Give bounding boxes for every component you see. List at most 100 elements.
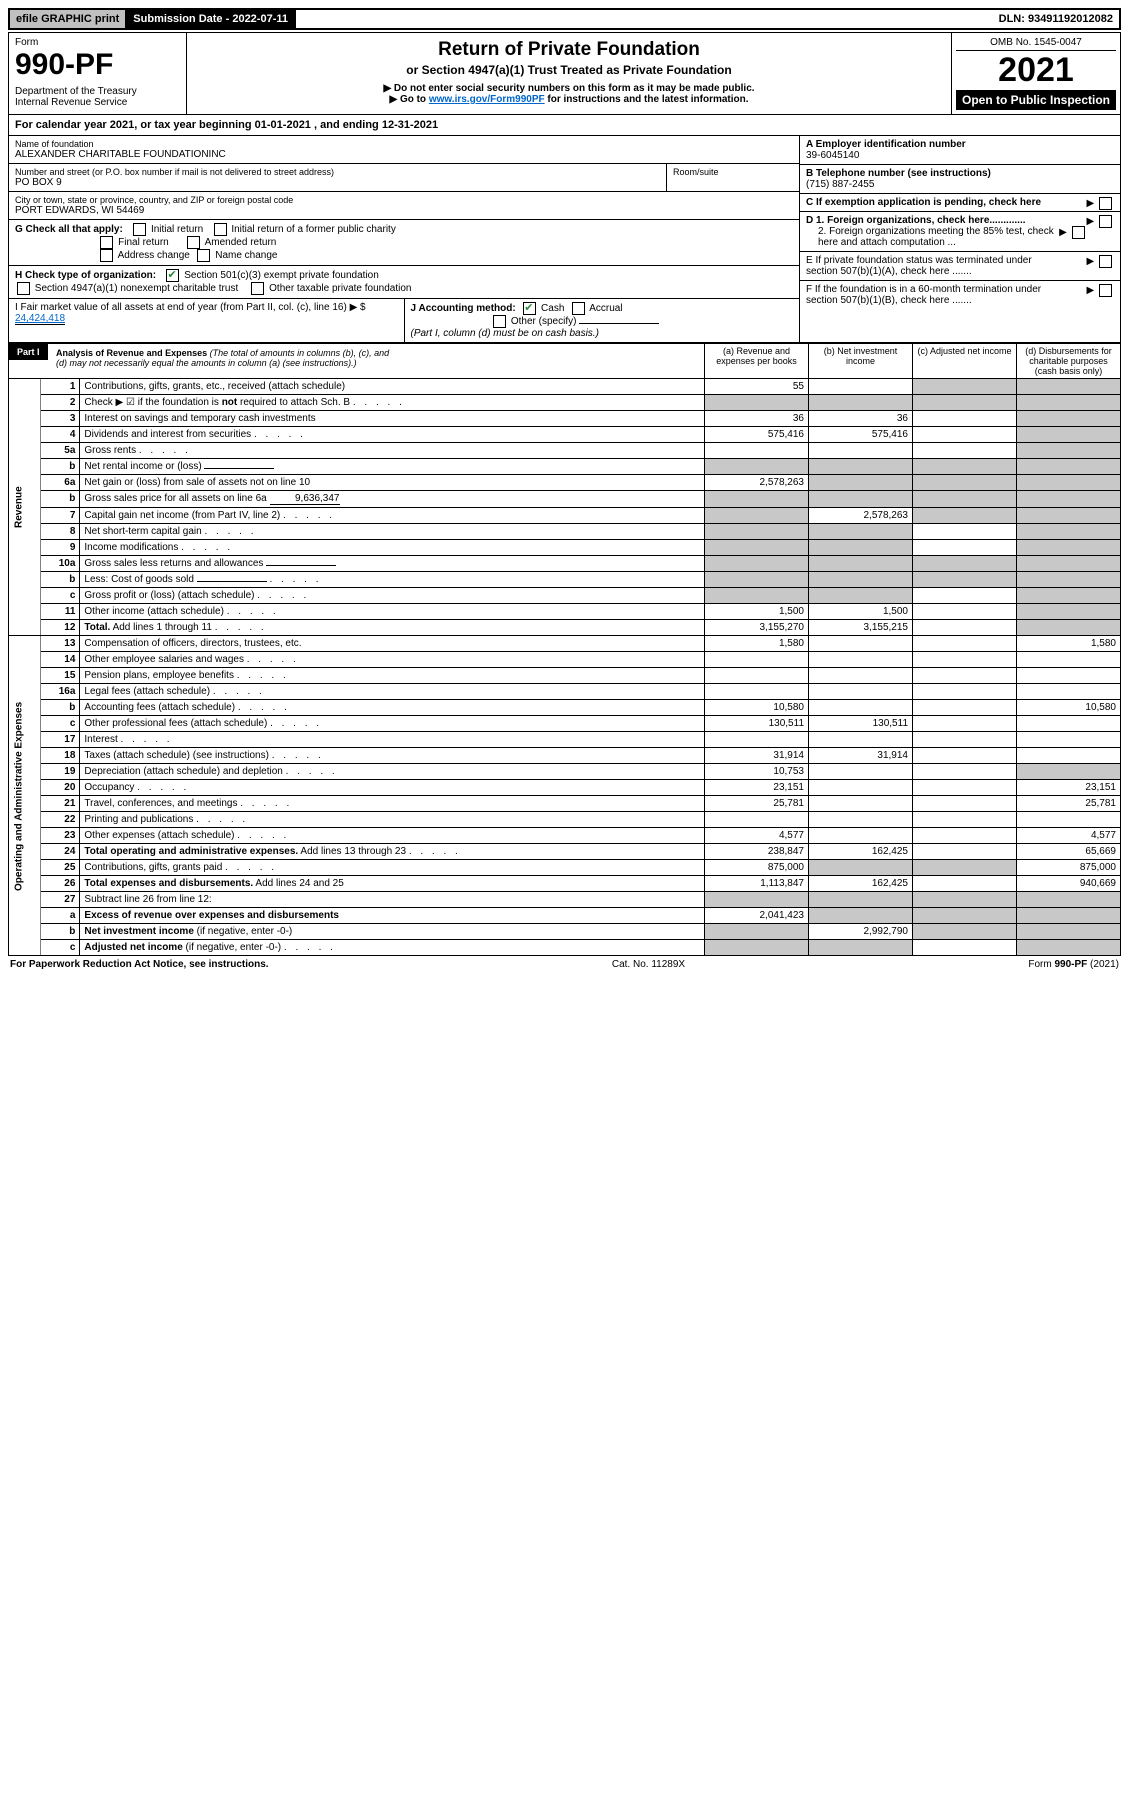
cash-label: Cash — [541, 303, 564, 314]
cell-value — [809, 379, 913, 395]
table-row: 27Subtract line 26 from line 12: — [9, 892, 1121, 908]
i-fmv-value[interactable]: 24,424,418 — [15, 313, 65, 325]
501c3-checkbox[interactable] — [166, 269, 179, 282]
form-instructions-link[interactable]: www.irs.gov/Form990PF — [429, 94, 545, 105]
amended-return-checkbox[interactable] — [187, 236, 200, 249]
4947a1-checkbox[interactable] — [17, 282, 30, 295]
cell-value — [809, 700, 913, 716]
side-label: Operating and Administrative Expenses — [9, 636, 41, 956]
cell-value — [913, 796, 1017, 812]
cell-value — [809, 796, 913, 812]
entity-info-grid: Name of foundation ALEXANDER CHARITABLE … — [8, 136, 1121, 343]
line-number: c — [41, 940, 80, 956]
side-label: Revenue — [9, 379, 41, 636]
city-label: City or town, state or province, country… — [15, 195, 793, 205]
f-checkbox[interactable] — [1099, 284, 1112, 297]
cell-value — [1017, 716, 1121, 732]
4947a1-label: Section 4947(a)(1) nonexempt charitable … — [35, 283, 238, 294]
cell-value — [809, 636, 913, 652]
cell-value — [809, 652, 913, 668]
cell-value — [913, 636, 1017, 652]
cell-value: 238,847 — [705, 844, 809, 860]
entity-left: Name of foundation ALEXANDER CHARITABLE … — [9, 136, 799, 342]
cell-shaded — [1017, 411, 1121, 427]
cell-shaded — [1017, 475, 1121, 491]
submission-date: Submission Date - 2022-07-11 — [127, 10, 296, 28]
goto-note: ▶ Go to www.irs.gov/Form990PF for instru… — [195, 94, 943, 105]
address-change-checkbox[interactable] — [100, 249, 113, 262]
d1-checkbox[interactable] — [1099, 215, 1112, 228]
cell-shaded — [809, 395, 913, 411]
open-to-public: Open to Public Inspection — [956, 90, 1116, 110]
goto-pre: ▶ Go to — [389, 94, 428, 105]
cell-shaded — [705, 508, 809, 524]
cell-value — [809, 780, 913, 796]
initial-return-checkbox[interactable] — [133, 223, 146, 236]
cell-value — [809, 812, 913, 828]
cell-shaded — [1017, 459, 1121, 475]
cell-value: 1,580 — [1017, 636, 1121, 652]
top-bar: efile GRAPHIC print Submission Date - 20… — [8, 8, 1121, 30]
cell-value — [809, 828, 913, 844]
table-row: 11Other income (attach schedule) . . . .… — [9, 604, 1121, 620]
e-checkbox[interactable] — [1099, 255, 1112, 268]
name-change-checkbox[interactable] — [197, 249, 210, 262]
line-number: 21 — [41, 796, 80, 812]
cell-value — [913, 604, 1017, 620]
cell-value: 575,416 — [705, 427, 809, 443]
table-row: Revenue1Contributions, gifts, grants, et… — [9, 379, 1121, 395]
line-desc: Net gain or (loss) from sale of assets n… — [80, 475, 705, 491]
table-row: aExcess of revenue over expenses and dis… — [9, 908, 1121, 924]
accrual-checkbox[interactable] — [572, 302, 585, 315]
street-cell: Number and street (or P.O. box number if… — [9, 164, 667, 191]
final-return-checkbox[interactable] — [100, 236, 113, 249]
c-label: C If exemption application is pending, c… — [806, 197, 1041, 208]
d2-checkbox[interactable] — [1072, 226, 1085, 239]
table-row: bNet rental income or (loss) — [9, 459, 1121, 475]
cell-shaded — [1017, 588, 1121, 604]
cell-value — [913, 524, 1017, 540]
initial-former-checkbox[interactable] — [214, 223, 227, 236]
cell-value — [913, 443, 1017, 459]
cell-shaded — [705, 588, 809, 604]
cell-value — [913, 668, 1017, 684]
cell-value — [1017, 652, 1121, 668]
line-number: 17 — [41, 732, 80, 748]
cell-value: 31,914 — [705, 748, 809, 764]
cell-value — [913, 828, 1017, 844]
line-number: b — [41, 700, 80, 716]
line-desc: Gross profit or (loss) (attach schedule)… — [80, 588, 705, 604]
room-cell: Room/suite — [667, 164, 799, 191]
col-b-header: (b) Net investment income — [809, 344, 913, 379]
dln-label: DLN: — [999, 13, 1028, 25]
d2-label: 2. Foreign organizations meeting the 85%… — [806, 226, 1058, 248]
cell-shaded — [809, 540, 913, 556]
cell-shaded — [1017, 379, 1121, 395]
cell-shaded — [1017, 572, 1121, 588]
phone-value: (715) 887-2455 — [806, 179, 874, 190]
d-foreign-cell: D 1. Foreign organizations, check here..… — [800, 212, 1120, 252]
cell-value: 1,113,847 — [705, 876, 809, 892]
cell-shaded — [1017, 427, 1121, 443]
line-desc: Gross sales price for all assets on line… — [80, 491, 705, 508]
table-row: 4Dividends and interest from securities … — [9, 427, 1121, 443]
cell-value: 10,580 — [705, 700, 809, 716]
other-method-checkbox[interactable] — [493, 315, 506, 328]
cash-checkbox[interactable] — [523, 302, 536, 315]
table-row: 15Pension plans, employee benefits . . .… — [9, 668, 1121, 684]
c-checkbox[interactable] — [1099, 197, 1112, 210]
table-row: cAdjusted net income (if negative, enter… — [9, 940, 1121, 956]
cell-shaded — [1017, 443, 1121, 459]
cell-value: 3,155,215 — [809, 620, 913, 636]
cell-value: 36 — [705, 411, 809, 427]
other-taxable-checkbox[interactable] — [251, 282, 264, 295]
g-check-row: G Check all that apply: Initial return I… — [9, 220, 799, 266]
amended-return-label: Amended return — [205, 237, 277, 248]
h-label: H Check type of organization: — [15, 270, 156, 281]
line-number: 23 — [41, 828, 80, 844]
cell-value — [913, 684, 1017, 700]
line-number: b — [41, 459, 80, 475]
ssn-warning: ▶ Do not enter social security numbers o… — [195, 83, 943, 94]
efile-print-button[interactable]: efile GRAPHIC print — [10, 10, 127, 28]
cell-value — [705, 732, 809, 748]
